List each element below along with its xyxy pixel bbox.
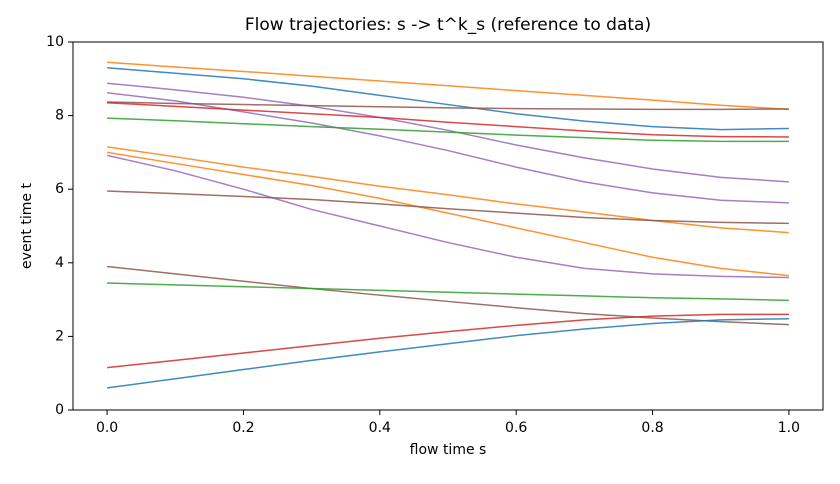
x-tick-label: 0.2: [232, 420, 254, 436]
trajectory-line: [106, 151, 789, 277]
x-tick-label: 0.8: [641, 420, 663, 436]
x-axis-label: flow time s: [410, 442, 487, 458]
trajectory-line: [107, 101, 789, 138]
trajectory-line: [107, 117, 789, 143]
y-tick-label: 10: [46, 34, 64, 50]
y-tick-label: 0: [55, 402, 64, 418]
trajectory-line: [107, 101, 789, 111]
trajectory-line: [106, 146, 789, 234]
trajectory-line: [106, 154, 789, 279]
trajectory-line: [107, 265, 789, 326]
plot-frame: [72, 41, 824, 411]
trajectory-line: [107, 313, 789, 369]
x-tick-label: 0.6: [505, 420, 527, 436]
chart-title: Flow trajectories: s -> t^k_s (reference…: [245, 15, 651, 35]
trajectory-line: [107, 282, 789, 302]
y-tick-label: 2: [55, 328, 64, 344]
x-tick-label: 1.0: [778, 420, 800, 436]
y-axis-label: event time t: [19, 183, 35, 269]
x-tick-label: 0.0: [96, 420, 118, 436]
trajectory-line: [107, 67, 789, 131]
trajectory-line: [106, 317, 789, 389]
y-tick-label: 4: [55, 255, 64, 271]
trajectory-line: [107, 82, 789, 183]
trajectory-line: [107, 61, 789, 111]
y-tick-label: 8: [55, 108, 64, 124]
trajectory-line: [107, 190, 789, 225]
y-tick-label: 6: [55, 181, 64, 197]
x-tick-label: 0.4: [369, 420, 391, 436]
